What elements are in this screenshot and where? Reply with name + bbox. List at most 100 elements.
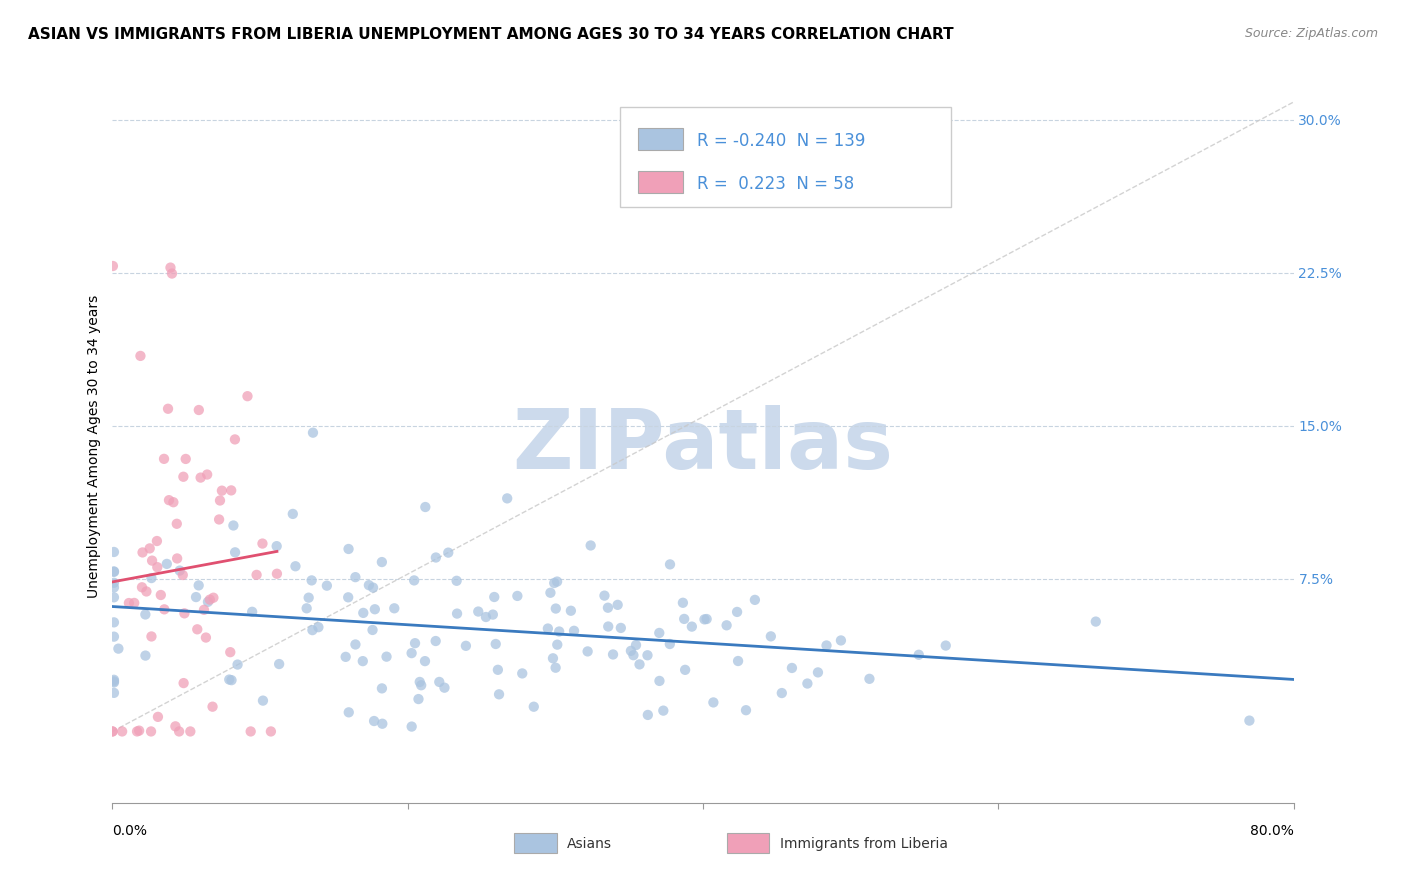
Point bbox=[637, 648, 659, 663]
Point bbox=[681, 619, 703, 633]
Point bbox=[562, 624, 585, 638]
Bar bbox=[515, 833, 557, 853]
Point bbox=[401, 720, 423, 734]
Point bbox=[780, 661, 803, 675]
Point bbox=[437, 546, 460, 560]
Text: R = -0.240  N = 139: R = -0.240 N = 139 bbox=[697, 132, 866, 150]
Point bbox=[413, 654, 436, 668]
Point bbox=[101, 259, 124, 273]
Point bbox=[659, 558, 682, 572]
Point bbox=[157, 493, 180, 508]
Point bbox=[101, 724, 124, 739]
Point bbox=[610, 621, 633, 635]
Point bbox=[807, 665, 830, 680]
Point bbox=[544, 661, 567, 675]
Point bbox=[118, 596, 141, 610]
Point bbox=[195, 467, 218, 482]
Point bbox=[371, 716, 394, 731]
Point bbox=[484, 590, 506, 604]
Point bbox=[197, 595, 219, 609]
Point bbox=[103, 581, 125, 595]
Point bbox=[815, 639, 838, 653]
Point bbox=[135, 584, 157, 599]
Point bbox=[103, 591, 125, 605]
Point bbox=[307, 620, 329, 634]
Point bbox=[744, 593, 766, 607]
Text: Asians: Asians bbox=[567, 837, 612, 851]
Point bbox=[208, 512, 231, 526]
Point bbox=[202, 591, 225, 605]
Point bbox=[269, 657, 291, 671]
Point bbox=[240, 605, 263, 619]
Point bbox=[187, 578, 209, 592]
Point bbox=[266, 566, 288, 581]
Point bbox=[284, 559, 307, 574]
Point bbox=[544, 601, 567, 615]
Point bbox=[759, 629, 782, 643]
Point bbox=[160, 267, 183, 281]
Point bbox=[128, 723, 150, 738]
Point bbox=[190, 470, 212, 484]
Point bbox=[222, 518, 245, 533]
Point bbox=[221, 673, 243, 688]
Point bbox=[315, 579, 337, 593]
Point bbox=[173, 607, 195, 621]
Bar bbox=[727, 833, 769, 853]
Point bbox=[446, 574, 468, 588]
Point bbox=[541, 651, 564, 665]
Point bbox=[103, 630, 125, 644]
Point bbox=[226, 657, 249, 672]
Point bbox=[103, 686, 125, 700]
Point bbox=[382, 601, 405, 615]
Point bbox=[648, 673, 671, 688]
Point bbox=[184, 590, 207, 604]
Point bbox=[506, 589, 529, 603]
Point bbox=[716, 618, 738, 632]
Point bbox=[546, 574, 568, 589]
Point bbox=[224, 545, 246, 559]
Point bbox=[537, 622, 560, 636]
Point bbox=[344, 570, 367, 584]
Point bbox=[186, 623, 208, 637]
Point bbox=[624, 638, 647, 652]
Point bbox=[201, 699, 224, 714]
Point bbox=[352, 606, 374, 620]
Point bbox=[727, 654, 749, 668]
Point bbox=[1084, 615, 1107, 629]
Point bbox=[482, 607, 505, 622]
Point bbox=[496, 491, 519, 506]
Point bbox=[159, 260, 181, 275]
Point bbox=[598, 619, 620, 633]
Point bbox=[141, 571, 163, 585]
Point bbox=[648, 626, 671, 640]
Bar bbox=[638, 171, 683, 193]
Point bbox=[134, 648, 156, 663]
Point bbox=[103, 545, 125, 559]
Point bbox=[475, 610, 498, 624]
Point bbox=[172, 469, 194, 483]
Point bbox=[335, 649, 357, 664]
Point bbox=[157, 401, 180, 416]
Point bbox=[260, 724, 283, 739]
Point bbox=[141, 630, 163, 644]
Point bbox=[131, 545, 153, 559]
Point bbox=[301, 574, 323, 588]
Point bbox=[224, 433, 246, 447]
Point bbox=[361, 623, 384, 637]
Text: Immigrants from Liberia: Immigrants from Liberia bbox=[780, 837, 948, 851]
Point bbox=[134, 607, 156, 622]
Point bbox=[337, 541, 360, 556]
Point bbox=[425, 634, 447, 648]
Point bbox=[371, 681, 394, 696]
Point bbox=[153, 451, 176, 466]
Point bbox=[579, 539, 602, 553]
Point bbox=[198, 592, 221, 607]
Point bbox=[467, 605, 489, 619]
Point bbox=[107, 641, 129, 656]
Text: Source: ZipAtlas.com: Source: ZipAtlas.com bbox=[1244, 27, 1378, 40]
Point bbox=[295, 601, 318, 615]
Point bbox=[658, 637, 681, 651]
Point bbox=[218, 673, 240, 687]
Point bbox=[672, 596, 695, 610]
Point bbox=[103, 565, 125, 579]
